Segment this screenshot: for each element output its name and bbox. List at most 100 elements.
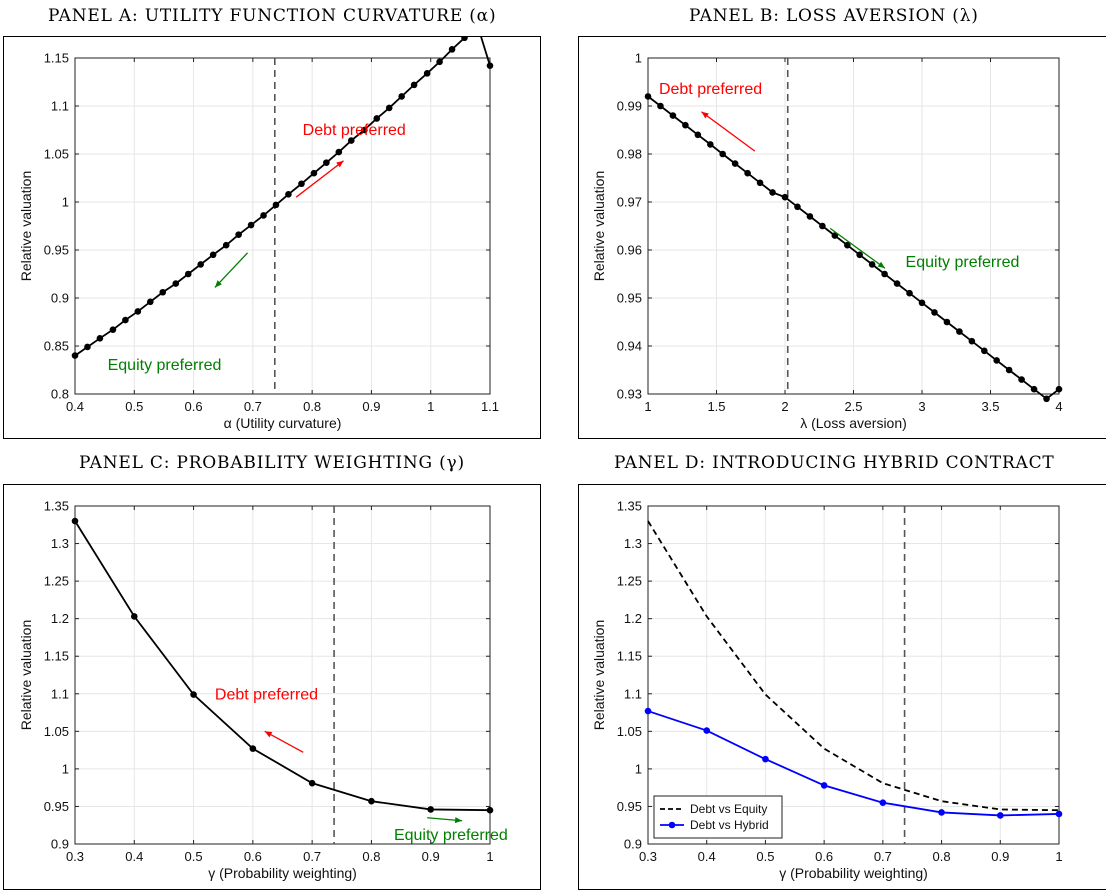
x-tick-label: 3 — [918, 399, 925, 414]
annotation-arrow — [264, 730, 304, 753]
data-point — [943, 318, 951, 326]
x-tick-label: 0.6 — [244, 849, 262, 864]
series-line-2 — [647, 710, 1060, 817]
x-tick-label: 4 — [1055, 399, 1062, 414]
data-point — [844, 241, 851, 249]
y-tick-label: 0.95 — [44, 243, 69, 258]
y-tick-label: 1 — [62, 195, 69, 210]
data-point — [731, 160, 739, 167]
data-point — [879, 799, 887, 806]
data-point — [134, 308, 142, 315]
data-point — [831, 232, 839, 239]
x-tick-label: 1 — [427, 399, 434, 414]
y-tick-label: 0.95 — [617, 291, 642, 306]
data-point — [644, 707, 652, 715]
data-point — [122, 316, 129, 324]
data-point — [436, 58, 443, 66]
data-point — [285, 191, 292, 198]
data-point — [71, 517, 79, 525]
arrow-head — [877, 261, 886, 269]
y-tick-label: 1.15 — [617, 649, 642, 664]
x-tick-label: 0.6 — [815, 849, 833, 864]
annotation-arrow — [295, 160, 344, 198]
x-tick-label: 0.5 — [185, 849, 203, 864]
y-tick-label: 1 — [62, 761, 69, 776]
series-line-1 — [74, 520, 491, 812]
data-point — [769, 189, 776, 196]
data-point — [222, 241, 230, 249]
data-point — [84, 343, 91, 351]
data-point — [669, 112, 677, 119]
x-tick-label: 0.4 — [698, 849, 716, 864]
annotation-text: Equity preferred — [906, 254, 1020, 271]
x-tick-label: 0.3 — [66, 849, 84, 864]
series-line-1 — [647, 95, 1060, 400]
data-point — [486, 62, 494, 69]
plot-area — [74, 57, 491, 395]
x-tick-label: 0.7 — [874, 849, 892, 864]
x-tick-label: 0.6 — [185, 399, 203, 414]
data-point — [298, 180, 305, 188]
data-point — [361, 126, 368, 134]
data-point — [272, 201, 280, 209]
data-point — [461, 36, 468, 42]
y-tick-label: 0.85 — [44, 339, 69, 354]
y-tick-label: 0.95 — [44, 799, 69, 814]
x-tick-label: 0.3 — [639, 849, 657, 864]
data-point — [881, 270, 888, 278]
x-tick-label: 2 — [781, 399, 788, 414]
y-tick-label: 1.15 — [44, 51, 69, 66]
panel-title: PANEL A: UTILITY FUNCTION CURVATURE (α) — [48, 6, 497, 26]
y-tick-label: 1.05 — [617, 724, 642, 739]
y-tick-label: 0.93 — [617, 387, 642, 402]
data-point — [385, 104, 393, 112]
x-tick-label: 1 — [1055, 849, 1062, 864]
x-axis-label: λ (Loss aversion) — [800, 415, 907, 431]
legend-label: Debt vs Hybrid — [690, 818, 769, 832]
panel-frame — [3, 484, 541, 890]
arrow-shaft — [264, 730, 304, 753]
panel-title: PANEL D: INTRODUCING HYBRID CONTRACT — [614, 453, 1055, 473]
x-tick-label: 1.1 — [481, 399, 499, 414]
x-axis-label: γ (Probability weighting) — [779, 865, 928, 881]
x-tick-label: 1 — [644, 399, 651, 414]
arrow-shaft — [829, 227, 886, 269]
annotation-arrow — [701, 111, 756, 152]
y-axis-label: Relative valuation — [591, 620, 607, 731]
x-tick-label: 0.9 — [362, 399, 380, 414]
data-point — [893, 280, 901, 287]
data-point — [996, 812, 1004, 819]
y-tick-label: 0.9 — [624, 837, 642, 852]
data-point — [762, 755, 769, 763]
data-point — [1018, 376, 1025, 383]
data-point — [190, 691, 197, 698]
y-axis-label: Relative valuation — [591, 171, 607, 282]
y-tick-label: 1.2 — [51, 611, 69, 626]
panel-frame — [578, 484, 1106, 890]
y-tick-label: 1.35 — [44, 499, 69, 514]
x-tick-label: 0.5 — [756, 849, 774, 864]
data-point — [981, 347, 988, 355]
x-tick-label: 0.9 — [422, 849, 440, 864]
panel-title: PANEL B: LOSS AVERSION (λ) — [689, 6, 979, 26]
x-tick-label: 0.8 — [303, 399, 321, 414]
panel-frame — [3, 36, 541, 439]
data-point — [335, 148, 343, 156]
data-point — [308, 779, 316, 787]
data-point — [744, 169, 751, 177]
data-point — [427, 806, 435, 813]
data-point — [109, 326, 117, 333]
y-tick-label: 1.35 — [617, 499, 642, 514]
data-point — [172, 280, 180, 287]
arrow-shaft — [295, 160, 344, 198]
data-point — [146, 298, 154, 306]
data-point — [1030, 385, 1038, 393]
data-point — [410, 81, 418, 89]
data-point — [794, 203, 801, 211]
y-axis-label: Relative valuation — [18, 171, 34, 282]
y-tick-label: 1.05 — [44, 147, 69, 162]
data-point — [323, 159, 330, 166]
plot-area — [647, 505, 1060, 845]
series-line-1 — [74, 36, 491, 357]
data-point — [856, 251, 863, 259]
